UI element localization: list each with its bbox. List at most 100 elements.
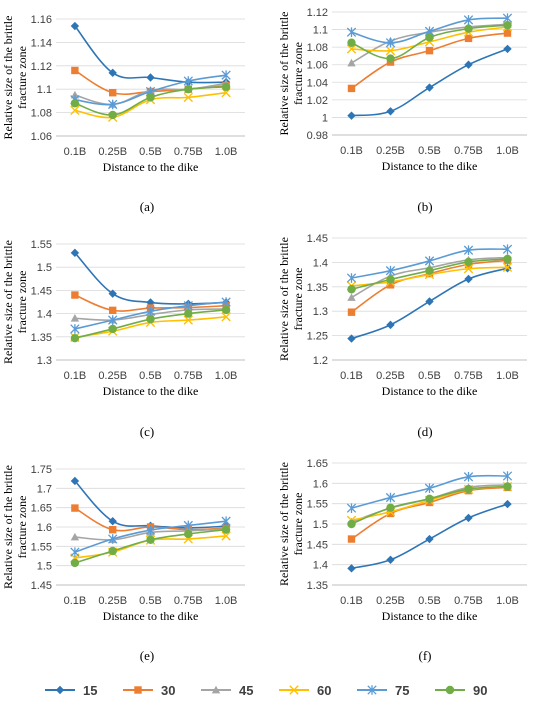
y-axis-title: fracture zone <box>291 268 305 331</box>
y-tick-label: 1.25 <box>307 331 328 343</box>
marker-series-75 <box>108 99 118 110</box>
marker-series-75 <box>424 483 435 494</box>
x-tick-label: 1.0B <box>496 595 519 607</box>
y-tick-label: 1.3 <box>313 306 328 318</box>
marker-series-90 <box>445 685 455 695</box>
chart-panel-a: 1.06 1.08 1.1 1.12 1.14 1.16 0.1B 0.25B 0.5B 0.75… <box>1 14 245 214</box>
y-tick-label: 1.6 <box>313 478 328 490</box>
chart-panel-c: 1.3 1.35 1.4 1.45 1.5 1.55 0.1B 0.25B 0.5B 0.75B 1… <box>1 239 245 439</box>
chart-panel-b: 0.98 1 1.02 1.04 1.06 1.08 1.1 1.12 0.1B 0.25B 0.5… <box>277 7 527 214</box>
x-tick-label: 0.25B <box>98 595 127 607</box>
x-tick-label: 0.25B <box>376 145 405 157</box>
marker-series-75 <box>145 306 156 317</box>
marker-series-60 <box>221 312 231 322</box>
legend-entry-60: 60 <box>279 683 331 698</box>
legend-label: 30 <box>161 683 175 698</box>
marker-series-15 <box>70 21 80 31</box>
y-tick-label: 1.2 <box>313 355 328 367</box>
x-tick-label: 0.5B <box>418 370 441 382</box>
marker-series-75 <box>502 471 513 481</box>
x-tick-label: 0.5B <box>139 370 162 382</box>
chart-panel-d: 1.2 1.25 1.3 1.35 1.4 1.45 0.1B 0.25B 0.5B 0.75B 1… <box>277 233 527 439</box>
marker-series-15 <box>386 107 395 116</box>
marker-series-45 <box>211 685 221 694</box>
x-tick-label: 0.75B <box>454 595 483 607</box>
series-line-15 <box>74 252 227 305</box>
marker-series-75 <box>221 516 231 526</box>
y-axis-title: Relative size of the brittle <box>1 240 15 364</box>
y-axis-title: fracture zone <box>15 496 29 559</box>
marker-series-45 <box>70 314 80 322</box>
y-tick-label: 1.35 <box>307 282 328 294</box>
x-tick-label: 0.1B <box>340 595 363 607</box>
y-tick-label: 1.4 <box>37 309 52 321</box>
y-axis-title: Relative size of the brittle <box>277 12 291 136</box>
legend-label: 75 <box>395 683 409 698</box>
marker-series-90 <box>184 309 193 318</box>
legend-label: 60 <box>317 683 331 698</box>
panel-label: (a) <box>140 199 154 214</box>
y-tick-label: 1.1 <box>37 84 52 96</box>
marker-series-15 <box>464 60 473 69</box>
marker-series-15 <box>503 499 512 509</box>
marker-series-90 <box>386 275 395 284</box>
y-tick-label: 1.12 <box>307 7 328 19</box>
x-axis-title: Distance to the dike <box>382 159 478 173</box>
marker-series-15 <box>425 534 434 544</box>
marker-series-30 <box>109 89 117 97</box>
y-tick-label: 1.06 <box>31 131 52 143</box>
legend-entry-90: 90 <box>435 683 487 698</box>
marker-series-75 <box>145 525 156 535</box>
y-tick-label: 1.4 <box>313 257 328 269</box>
marker-series-75 <box>346 503 357 513</box>
y-tick-label: 1.04 <box>307 77 328 89</box>
marker-series-30 <box>464 34 473 43</box>
x-tick-label: 0.75B <box>454 370 483 382</box>
marker-series-90 <box>221 82 231 92</box>
marker-series-30 <box>71 291 79 299</box>
marker-series-15 <box>386 320 395 330</box>
x-axis-title: Distance to the dike <box>103 609 199 623</box>
x-tick-label: 1.0B <box>215 146 238 158</box>
marker-series-30 <box>109 306 117 315</box>
y-tick-label: 1.02 <box>307 95 328 107</box>
panel-label: (f) <box>419 648 432 663</box>
y-tick-label: 1.08 <box>31 108 52 120</box>
y-axis-title: Relative size of the brittle <box>1 465 15 589</box>
marker-series-30 <box>347 84 356 93</box>
marker-series-30 <box>71 504 79 512</box>
x-axis-title: Distance to the dike <box>382 609 478 623</box>
marker-series-90 <box>221 525 231 534</box>
y-tick-label: 1.6 <box>37 522 52 534</box>
x-tick-label: 0.1B <box>64 370 87 382</box>
marker-series-90 <box>464 24 473 33</box>
y-tick-label: 1.45 <box>307 539 328 551</box>
y-axis-title: fracture zone <box>15 46 29 109</box>
marker-series-15 <box>503 44 512 54</box>
x-tick-label: 0.1B <box>340 145 363 157</box>
marker-series-60 <box>221 531 231 541</box>
x-tick-label: 0.1B <box>64 595 87 607</box>
y-tick-label: 1.75 <box>31 464 52 476</box>
y-tick-label: 1.3 <box>37 355 52 367</box>
chart-panel-f: 1.35 1.4 1.45 1.5 1.55 1.6 1.65 0.1B 0.25B 0.5B 0.… <box>277 458 527 663</box>
x-tick-label: 0.1B <box>64 146 87 158</box>
marker-series-75 <box>108 315 118 325</box>
marker-series-30 <box>134 686 142 694</box>
marker-series-15 <box>108 68 117 78</box>
marker-series-15 <box>425 83 434 92</box>
y-tick-label: 1.45 <box>307 233 328 245</box>
x-tick-label: 0.25B <box>98 146 127 158</box>
marker-series-90 <box>146 314 155 324</box>
marker-series-90 <box>503 20 512 30</box>
panel-label: (d) <box>417 424 432 439</box>
panel-label: (b) <box>417 199 432 214</box>
marker-series-75 <box>346 273 357 283</box>
marker-series-60 <box>289 685 299 695</box>
x-tick-label: 0.5B <box>418 595 441 607</box>
y-tick-label: 1.7 <box>37 483 52 495</box>
marker-series-45 <box>347 58 356 67</box>
y-tick-label: 1.08 <box>307 42 328 54</box>
y-tick-label: 1.35 <box>31 332 52 344</box>
marker-series-15 <box>108 517 117 526</box>
